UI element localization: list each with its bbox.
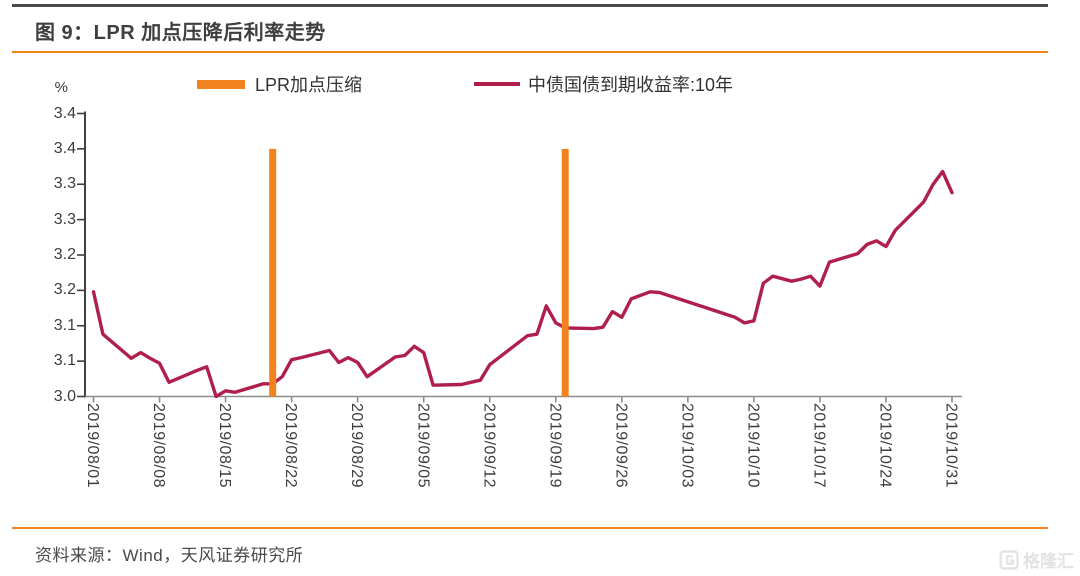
legend-label-lpr: LPR加点压缩	[255, 75, 363, 95]
x-tick-label: 2019/08/01	[84, 403, 102, 489]
chart-legend: LPR加点压缩 中债国债到期收益率:10年	[197, 71, 733, 97]
y-tick-label: 3.2	[53, 281, 76, 299]
legend-line-swatch	[474, 82, 521, 86]
y-tick-label: 3.4	[53, 104, 76, 122]
x-tick-label: 2019/10/10	[744, 403, 762, 489]
x-tick-label: 2019/10/03	[678, 403, 696, 489]
x-tick-label: 2019/10/31	[942, 403, 960, 489]
lpr-event-bar	[269, 148, 277, 397]
x-tick-label: 2019/09/19	[546, 403, 564, 489]
y-tick-label: 3.0	[53, 387, 76, 405]
y-tick-label: 3.4	[53, 139, 76, 157]
x-tick-label: 2019/08/22	[282, 403, 300, 489]
y-tick-label: 3.3	[53, 175, 76, 193]
x-tick-label: 2019/08/08	[150, 403, 168, 489]
y-tick-label: 3.3	[53, 210, 76, 228]
y-tick-label: 3.1	[53, 316, 76, 334]
x-tick-label: 2019/10/17	[810, 403, 828, 489]
top-divider	[12, 4, 1048, 7]
x-tick-label: 2019/09/12	[480, 403, 498, 489]
legend-label-yield: 中债国债到期收益率:10年	[528, 75, 734, 95]
x-tick-label: 2019/09/05	[414, 403, 432, 489]
source-note: 资料来源：Wind，天风证券研究所	[35, 546, 304, 565]
footer-divider	[12, 527, 1048, 529]
title-divider	[12, 51, 1048, 53]
legend-item-cgb-yield: 中债国债到期收益率:10年	[474, 71, 733, 97]
x-tick-label: 2019/08/15	[216, 403, 234, 489]
legend-bar-swatch	[197, 79, 245, 89]
x-tick-label: 2019/09/26	[612, 403, 630, 489]
legend-item-lpr-compression: LPR加点压缩	[197, 71, 362, 97]
y-tick-label: 3.2	[53, 246, 76, 263]
y-axis-unit-label: %	[54, 79, 68, 96]
y-tick-label: 3.1	[53, 352, 76, 370]
x-tick-label: 2019/08/29	[348, 403, 366, 489]
watermark-text: 格隆汇	[1023, 552, 1074, 571]
yield-line	[91, 169, 954, 399]
lpr-event-bar	[561, 148, 569, 397]
figure-title: 图 9：LPR 加点压降后利率走势	[35, 22, 326, 44]
gelonghui-logo-icon	[999, 549, 1019, 570]
x-tick-label: 2019/10/24	[876, 403, 894, 489]
gelonghui-watermark: 格隆汇	[999, 547, 1074, 572]
